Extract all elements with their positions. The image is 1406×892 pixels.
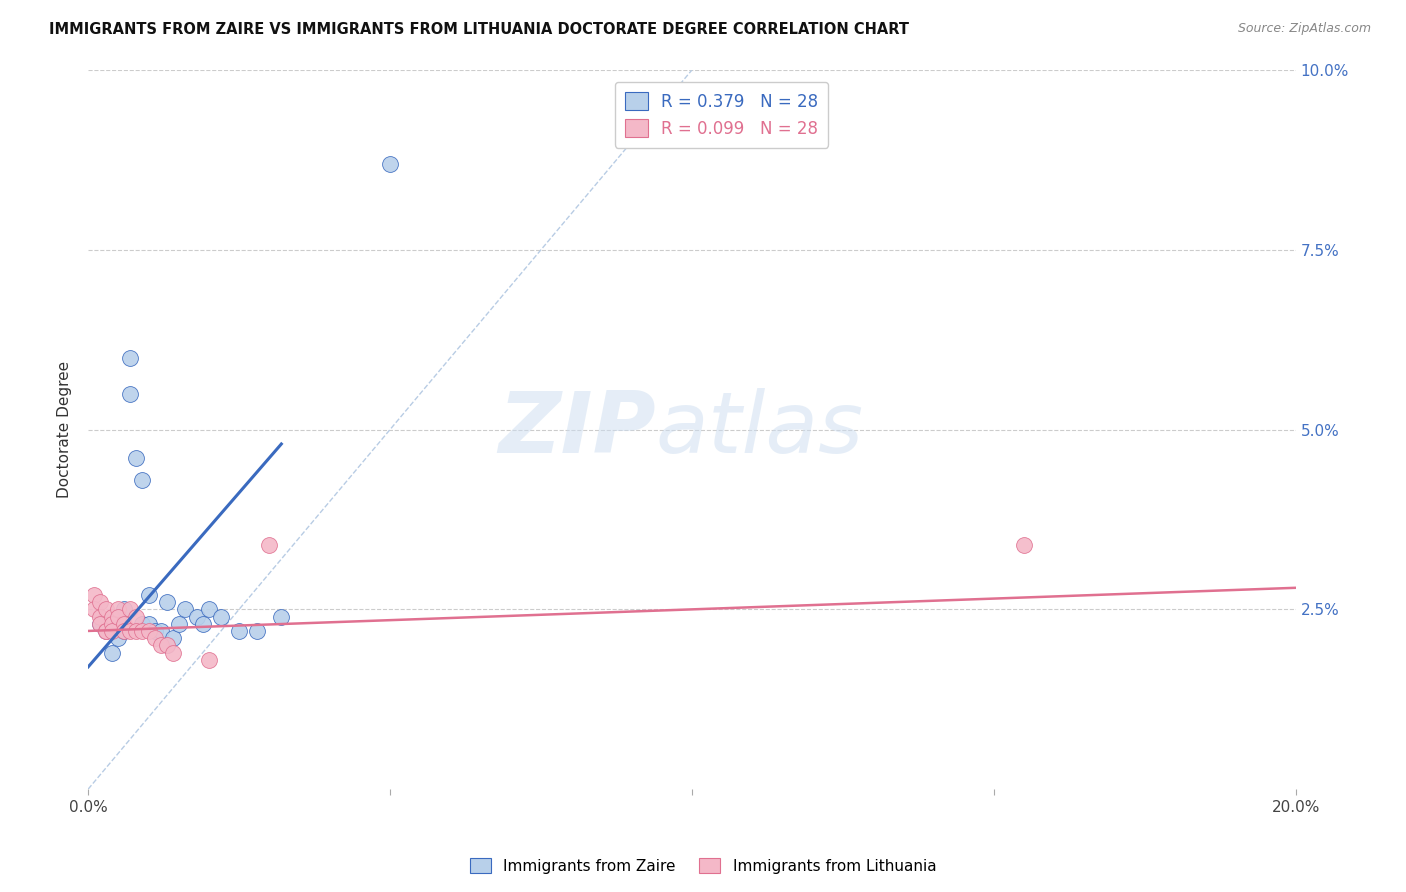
Point: [107, 602, 129, 616]
Legend: Immigrants from Zaire, Immigrants from Lithuania: Immigrants from Zaire, Immigrants from L…: [464, 852, 942, 880]
Point: [191, 616, 214, 631]
Point: [83, 602, 105, 616]
Point: [138, 624, 160, 638]
Point: [107, 631, 129, 645]
Point: [173, 602, 195, 616]
Point: [186, 609, 208, 624]
Point: [125, 451, 148, 466]
Point: [228, 624, 250, 638]
Point: [143, 624, 166, 638]
Point: [101, 616, 124, 631]
Point: [131, 616, 153, 631]
Point: [167, 616, 190, 631]
Point: [198, 653, 221, 667]
Point: [131, 473, 153, 487]
Point: [96, 624, 118, 638]
Point: [378, 156, 401, 170]
Point: [96, 602, 118, 616]
Point: [259, 538, 281, 552]
Point: [198, 602, 221, 616]
Point: [120, 351, 142, 365]
Point: [209, 609, 232, 624]
Text: IMMIGRANTS FROM ZAIRE VS IMMIGRANTS FROM LITHUANIA DOCTORATE DEGREE CORRELATION : IMMIGRANTS FROM ZAIRE VS IMMIGRANTS FROM…: [49, 22, 910, 37]
Point: [162, 646, 184, 660]
Point: [101, 624, 124, 638]
Point: [1012, 538, 1035, 552]
Point: [125, 609, 148, 624]
Point: [112, 616, 135, 631]
Text: ZIP: ZIP: [498, 388, 655, 471]
Point: [138, 616, 160, 631]
Point: [89, 609, 111, 624]
Text: Source: ZipAtlas.com: Source: ZipAtlas.com: [1237, 22, 1371, 36]
Point: [156, 595, 179, 609]
Point: [83, 588, 105, 602]
Point: [246, 624, 269, 638]
Point: [101, 646, 124, 660]
Point: [112, 624, 135, 638]
Point: [149, 638, 172, 652]
Point: [120, 386, 142, 401]
Point: [101, 609, 124, 624]
Point: [96, 624, 118, 638]
Point: [149, 624, 172, 638]
Point: [138, 588, 160, 602]
Point: [156, 638, 179, 652]
Point: [120, 602, 142, 616]
Point: [156, 638, 179, 652]
Point: [89, 616, 111, 631]
Text: atlas: atlas: [655, 388, 863, 471]
Point: [120, 624, 142, 638]
Point: [125, 624, 148, 638]
Point: [112, 624, 135, 638]
Point: [107, 609, 129, 624]
Legend: R = 0.379   N = 28, R = 0.099   N = 28: R = 0.379 N = 28, R = 0.099 N = 28: [614, 82, 828, 148]
Point: [89, 595, 111, 609]
Point: [131, 624, 153, 638]
Point: [89, 616, 111, 631]
Y-axis label: Doctorate Degree: Doctorate Degree: [58, 361, 72, 498]
Point: [143, 631, 166, 645]
Point: [96, 624, 118, 638]
Point: [270, 609, 292, 624]
Point: [112, 602, 135, 616]
Point: [162, 631, 184, 645]
